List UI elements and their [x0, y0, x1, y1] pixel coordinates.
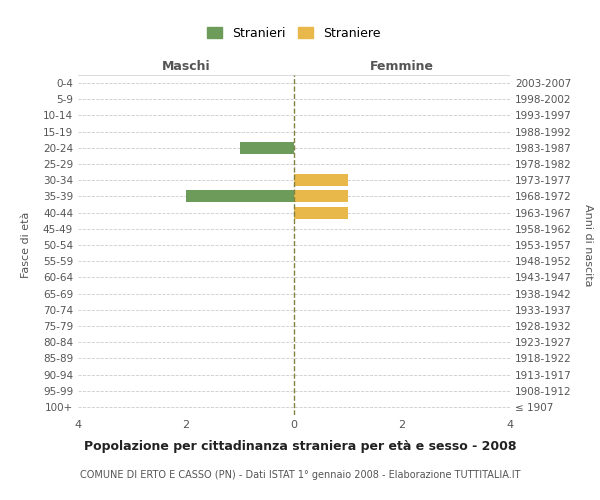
- Bar: [240, 142, 294, 154]
- Text: Fasce di età: Fasce di età: [21, 212, 31, 278]
- Text: COMUNE DI ERTO E CASSO (PN) - Dati ISTAT 1° gennaio 2008 - Elaborazione TUTTITAL: COMUNE DI ERTO E CASSO (PN) - Dati ISTAT…: [80, 470, 520, 480]
- Bar: [294, 206, 348, 218]
- Text: Anni di nascita: Anni di nascita: [583, 204, 593, 286]
- Bar: [186, 190, 294, 202]
- Text: Femmine: Femmine: [370, 60, 434, 74]
- Bar: [294, 174, 348, 186]
- Bar: [294, 190, 348, 202]
- Text: Popolazione per cittadinanza straniera per età e sesso - 2008: Popolazione per cittadinanza straniera p…: [84, 440, 516, 453]
- Legend: Stranieri, Straniere: Stranieri, Straniere: [207, 27, 381, 40]
- Text: Maschi: Maschi: [161, 60, 211, 74]
